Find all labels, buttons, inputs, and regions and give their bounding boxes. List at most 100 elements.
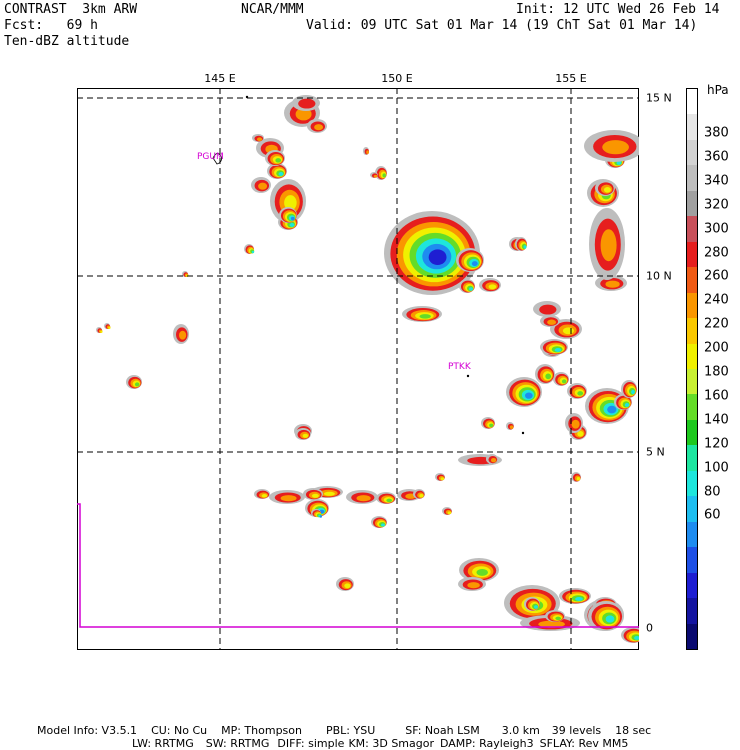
echo-contour: [523, 245, 527, 249]
echo-cell: [370, 172, 378, 178]
colorbar-segment: [687, 521, 697, 548]
colorbar-tick-label: 320: [704, 197, 729, 213]
echo-contour: [547, 319, 557, 325]
echo-cell: [442, 507, 452, 515]
echo-cell: [371, 516, 387, 528]
echo-contour: [323, 491, 335, 496]
lat-label-0: 0: [646, 621, 653, 635]
colorbar-tick-label: 60: [704, 507, 721, 523]
cumulus-scheme: CU: No Cu: [151, 724, 208, 737]
echo-cell: [535, 364, 555, 384]
echo-contour: [602, 140, 629, 155]
echo-cell: [279, 207, 297, 223]
longwave-scheme: LW: RRTMG: [132, 737, 194, 750]
echo-contour: [295, 107, 312, 121]
echo-contour: [382, 173, 386, 178]
echo-cell: [270, 179, 306, 223]
colorbar-tick-label: 120: [704, 436, 729, 452]
surface-scheme: SF: Noah LSM: [405, 724, 480, 737]
colorbar-tick-label: 220: [704, 316, 729, 332]
echo-contour: [280, 495, 297, 502]
echo-cell: [303, 488, 323, 500]
colorbar-segment: [687, 190, 697, 217]
organization: NCAR/MMM: [241, 2, 304, 17]
echo-contour: [440, 477, 445, 481]
echo-cell: [589, 208, 625, 280]
time-step: 18 sec: [615, 724, 652, 737]
echo-contour: [603, 187, 611, 193]
colorbar-segment: [687, 114, 697, 141]
echo-cell: [456, 248, 484, 272]
island-dot: [521, 431, 525, 435]
echo-cell: [614, 394, 632, 410]
echo-contour: [525, 392, 533, 399]
echo-cell: [384, 211, 480, 295]
echo-cell: [621, 380, 637, 398]
colorbar-tick-label: 160: [704, 388, 729, 404]
colorbar-segment: [687, 547, 697, 574]
echo-contour: [386, 498, 393, 503]
colorbar-segment: [687, 89, 697, 115]
colorbar-tick-label: 80: [704, 484, 721, 499]
colorbar-segment: [687, 241, 697, 268]
echo-cell: [435, 473, 445, 481]
echo-contour: [571, 419, 580, 429]
echo-contour: [284, 195, 297, 211]
echo-cell: [595, 180, 615, 196]
island-dot: [245, 95, 249, 99]
echo-contour: [373, 174, 378, 178]
echo-contour: [381, 523, 385, 527]
echo-contour: [100, 330, 103, 333]
colorbar-segment: [687, 419, 697, 446]
echo-contour: [631, 389, 635, 395]
forecast-hour: Fcst: 69 h: [4, 18, 98, 33]
echo-contour: [179, 330, 187, 340]
echo-cell: [104, 323, 111, 329]
echo-cell: [479, 278, 501, 292]
echo-contour: [256, 137, 263, 141]
model-name: CONTRAST 3km ARW: [4, 2, 138, 17]
echo-cell: [402, 306, 442, 322]
echo-contour: [605, 280, 620, 288]
echo-contour: [314, 124, 324, 131]
colorbar-segment: [687, 470, 697, 497]
colorbar-tick-label: 200: [704, 340, 729, 356]
echo-contour: [616, 161, 622, 165]
echo-cell: [375, 166, 387, 180]
guam-coastline: [212, 153, 222, 165]
valid-time: Valid: 09 UTC Sat 01 Mar 14 (19 ChT Sat …: [306, 18, 698, 33]
echo-cell: [545, 610, 565, 622]
map-panel[interactable]: [77, 88, 639, 650]
lat-label-10: 10 N: [646, 269, 672, 283]
colorbar-segment: [687, 572, 697, 599]
echo-contour: [447, 511, 452, 515]
colorbar-tick-label: 340: [704, 173, 729, 189]
colorbar-segment: [687, 598, 697, 625]
echo-cell: [540, 339, 568, 355]
echo-contour: [605, 615, 615, 623]
echo-cell: [126, 375, 142, 389]
echo-cell: [363, 147, 369, 155]
colorbar-tick-label: 260: [704, 268, 729, 284]
echo-contour: [539, 304, 557, 315]
init-time: Init: 12 UTC Wed 26 Feb 14: [516, 2, 720, 17]
echo-cell: [292, 95, 320, 111]
colorbar-tick-label: 140: [704, 412, 729, 428]
echo-contour: [108, 326, 111, 329]
echo-contour: [488, 284, 497, 290]
echo-cell: [311, 509, 322, 518]
radar-echo-layer: [96, 95, 639, 643]
colorbar-segment: [687, 445, 697, 472]
echo-cell: [571, 472, 581, 482]
echo-cell: [459, 279, 475, 293]
station-label-pgum: PGUM: [197, 152, 224, 162]
echo-cell: [251, 177, 271, 193]
colorbar-segment: [687, 394, 697, 421]
echo-contour: [428, 249, 447, 266]
colorbar-segment: [687, 343, 697, 370]
colorbar-segment: [687, 165, 697, 192]
colorbar-segment: [687, 496, 697, 523]
echo-contour: [261, 494, 268, 498]
echo-contour: [577, 431, 584, 437]
echo-cell: [506, 377, 542, 407]
